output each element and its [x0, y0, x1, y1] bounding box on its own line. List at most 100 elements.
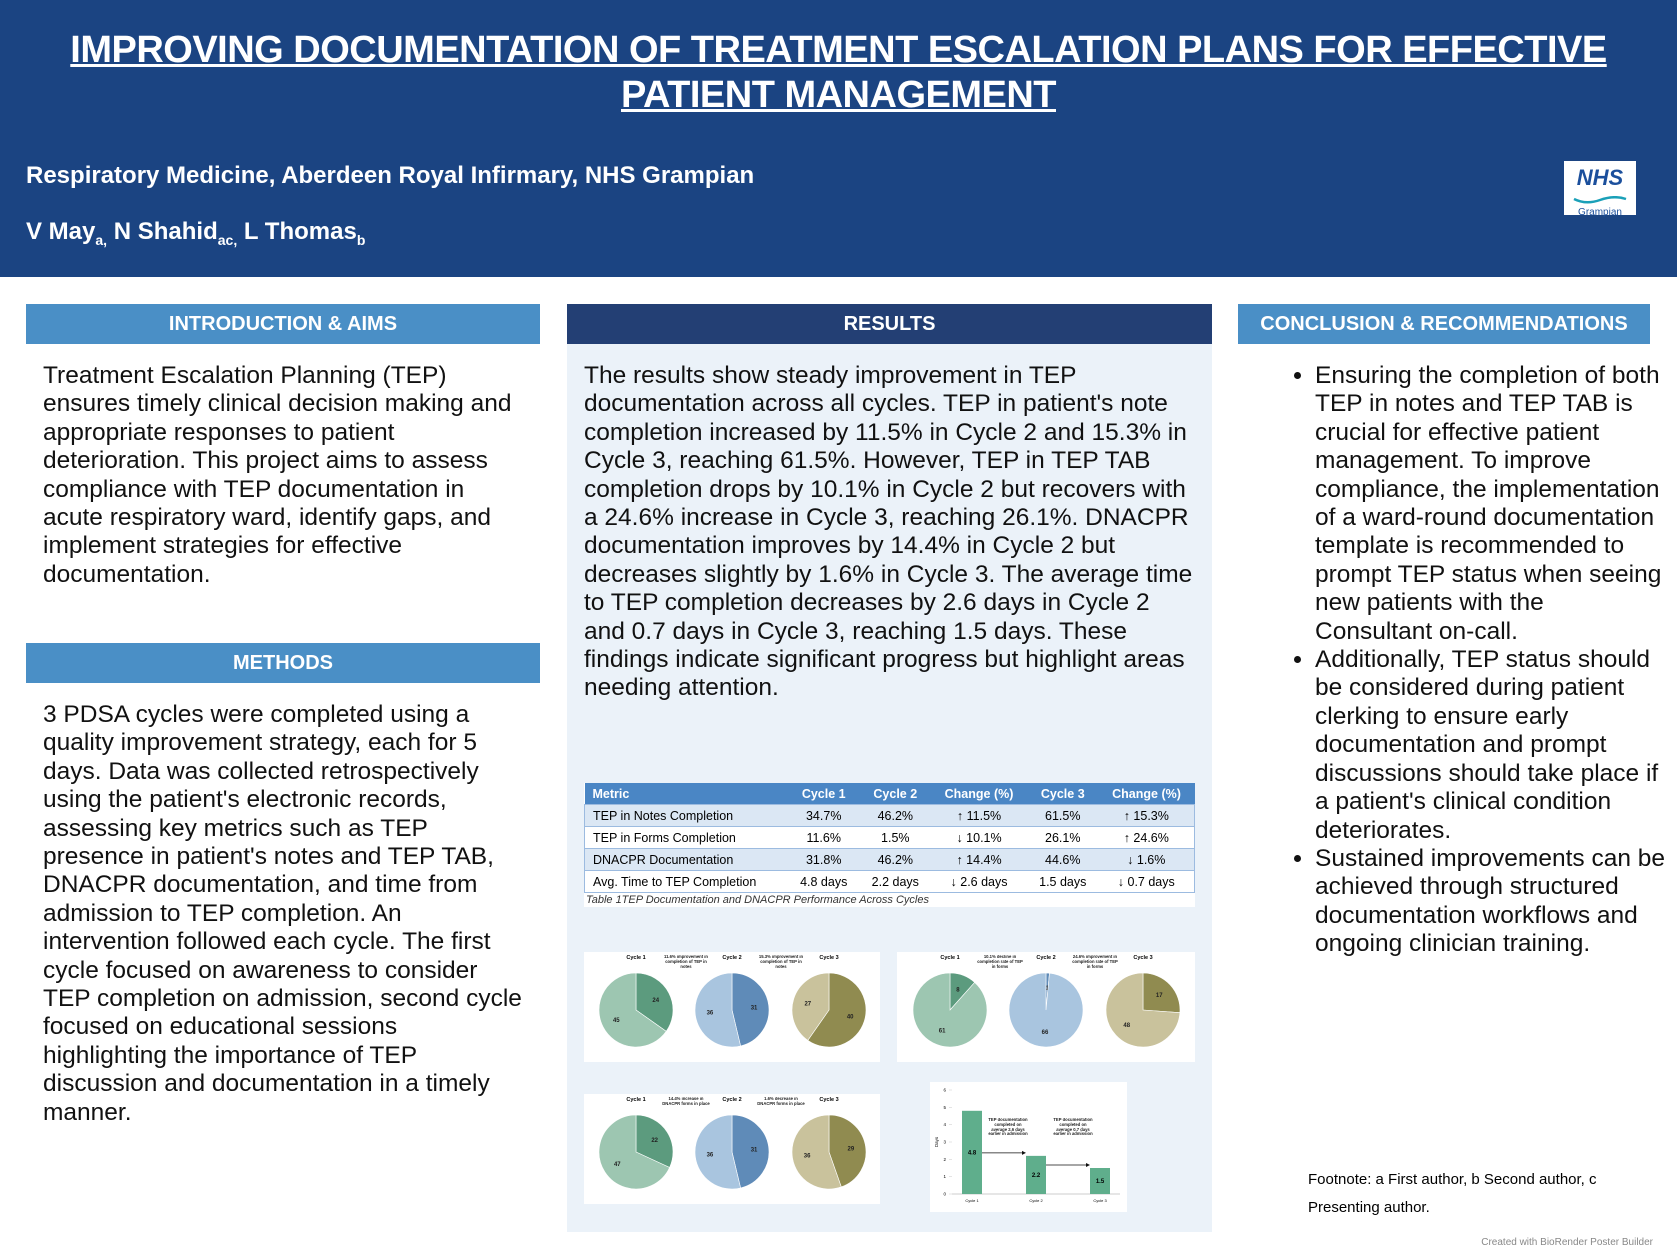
pie-slice: [1008, 972, 1084, 1048]
table-cell: 26.1%: [1045, 830, 1081, 845]
table-cell: ↑ 14.4%: [956, 852, 1002, 867]
pie-label: 36: [804, 1154, 811, 1160]
author: V May: [26, 218, 96, 245]
y-tick-label: 0: [943, 1192, 946, 1197]
logo-subtitle: Grampian: [1578, 207, 1622, 218]
figure-note: 11.6% improvement in completion of TEP i…: [664, 955, 708, 969]
table-cell: 46.2%: [877, 852, 914, 867]
figure-note-box: 11.6% improvement in completion of TEP i…: [664, 955, 708, 969]
results-panel: [567, 304, 1212, 1232]
figure-note-box: 10.1% decline in completion rate of TEP …: [977, 955, 1023, 969]
pie-slice: [694, 972, 741, 1048]
table-cell: 1.5%: [881, 830, 910, 845]
pie-label: 22: [651, 1138, 658, 1144]
figure-note-box: 15.3% improvement in completion of TEP i…: [758, 955, 804, 969]
pie-title: Cycle 1: [626, 1097, 645, 1103]
pie-slice: [731, 972, 770, 1047]
arrow-head: [1022, 1150, 1026, 1155]
intro-text: Treatment Escalation Planning (TEP) ensu…: [43, 362, 512, 588]
credit: Created with BioRender Poster Builder: [1481, 1237, 1653, 1248]
y-tick-label: 1: [943, 1174, 946, 1179]
logo: NHS Grampian: [1564, 161, 1636, 218]
pie-title: Cycle 3: [819, 1097, 838, 1103]
pie-slice: [731, 1114, 770, 1189]
figure-note: 10.1% decline in completion rate of TEP …: [977, 955, 1023, 969]
pie-label: 24: [652, 998, 659, 1004]
arrow-head: [1086, 1163, 1090, 1167]
pie-label: 45: [613, 1018, 620, 1024]
authors: V Maya, N Shahidac, L Thomasb: [26, 218, 365, 248]
y-tick-label: 2: [943, 1157, 946, 1162]
pie-figure: Cycle 1 22 47 Cycle 2 31 36 Cycle 3 29 36 14.4% i…: [584, 1094, 880, 1204]
figure-note: 24.6% improvement in completion rate of …: [1072, 955, 1118, 969]
table-cell: ↓ 2.6 days: [950, 874, 1008, 889]
pie-label: 1: [1045, 986, 1049, 992]
y-tick-label: 6: [943, 1088, 946, 1093]
figure-note-box: 14.4% increase in DNACPR forms in place: [662, 1097, 710, 1106]
figure-note-box: TEP documentation completed on average 0…: [1053, 1118, 1092, 1136]
pie-label: 36: [707, 1153, 714, 1159]
author: L Thomas: [243, 218, 357, 245]
pie-figure: Cycle 1 8 61 Cycle 2 1 66 Cycle 3 17 48 10.1% dec…: [897, 952, 1195, 1062]
pie-label: 61: [939, 1029, 946, 1035]
table-cell: 2.2 days: [871, 874, 919, 889]
bar-label: 2.2: [1032, 1173, 1041, 1179]
pie-label: 47: [614, 1162, 621, 1168]
pie-title: Cycle 1: [626, 955, 645, 961]
table-cell: ↑ 24.6%: [1123, 830, 1169, 845]
footnote: Footnote: a First author, b Second autho…: [1308, 1171, 1597, 1216]
pie-label: 40: [847, 1015, 854, 1021]
bar: [1026, 1155, 1046, 1194]
header: IMPROVING DOCUMENTATION OF TREATMENT ESC…: [0, 0, 1677, 277]
pie-label: 31: [751, 1005, 758, 1011]
table-cell: 46.2%: [877, 808, 914, 823]
pie-slice: [791, 1114, 842, 1190]
author: N Shahid: [113, 218, 218, 245]
pie-title: Cycle 2: [722, 955, 741, 961]
pie-label: 17: [1156, 993, 1163, 999]
figure-note-box: 1.6% decrease in DNACPR forms in place: [757, 1097, 805, 1106]
pie-label: 8: [956, 987, 960, 993]
figure-note: TEP documentation completed on average 2…: [988, 1118, 1028, 1137]
y-tick-label: 4: [943, 1122, 946, 1127]
figure-note: 14.4% increase in DNACPR forms in place: [662, 1097, 710, 1106]
table-cell: DNACPR Documentation: [593, 852, 734, 867]
x-tick-label: Cycle 2: [1029, 1198, 1043, 1203]
table-cell: 31.8%: [805, 852, 842, 867]
author-affiliation: a,: [95, 231, 108, 248]
pie-slice: [807, 972, 867, 1048]
conclusion-list: Ensuring the completion of both TEP in n…: [1283, 362, 1665, 959]
table-cell: ↑ 15.3%: [1123, 808, 1169, 823]
pie-slice: [1142, 972, 1181, 1014]
pie-slice: [791, 972, 830, 1041]
results-text: The results show steady improvement in T…: [584, 362, 1193, 702]
section-heading: INTRODUCTION & AIMS: [26, 304, 540, 344]
y-tick-label: 3: [943, 1140, 946, 1145]
table-cell: ↓ 10.1%: [956, 830, 1002, 845]
results-table-wrap: Metric Cycle 1 Cycle 2 Change (%) Cycle 3 Cha…: [584, 783, 1195, 907]
table-row: Avg. Time to TEP Completion 4.8 days 2.2 d…: [584, 870, 1195, 893]
logo-title: NHS: [1576, 165, 1624, 190]
section-heading: CONCLUSION & RECOMMENDATIONS: [1238, 304, 1650, 344]
table-cell: TEP in Notes Completion: [593, 808, 734, 823]
bar-label: 4.8: [968, 1150, 977, 1156]
pie-slice: [598, 1114, 670, 1190]
table-cell: 61.5%: [1045, 808, 1081, 823]
table-header-cell: Change (%): [944, 786, 1014, 801]
table-header-cell: Metric: [592, 786, 630, 801]
figure-note: 15.3% improvement in completion of TEP i…: [758, 955, 804, 969]
table-header-row: Metric Cycle 1 Cycle 2 Change (%) Cycle 3 Cha…: [584, 783, 1195, 805]
pie-slice: [635, 1114, 674, 1168]
table-row: TEP in Forms Completion 11.6% 1.5% ↓ 10.1% 2…: [584, 826, 1195, 849]
bar: [1090, 1168, 1110, 1194]
bar-label: 1.5: [1096, 1179, 1105, 1185]
figure-note-box: 24.6% improvement in completion rate of …: [1072, 955, 1118, 969]
x-tick-label: Cycle 3: [1093, 1198, 1107, 1203]
title: IMPROVING DOCUMENTATION OF TREATMENT ESC…: [70, 29, 1607, 116]
figure-note: 1.6% decrease in DNACPR forms in place: [757, 1097, 805, 1106]
section-heading: METHODS: [26, 643, 540, 683]
pie-label: 29: [848, 1146, 855, 1152]
pie-label: 36: [707, 1011, 714, 1017]
methods-text: 3 PDSA cycles were completed using a qua…: [43, 701, 522, 1126]
